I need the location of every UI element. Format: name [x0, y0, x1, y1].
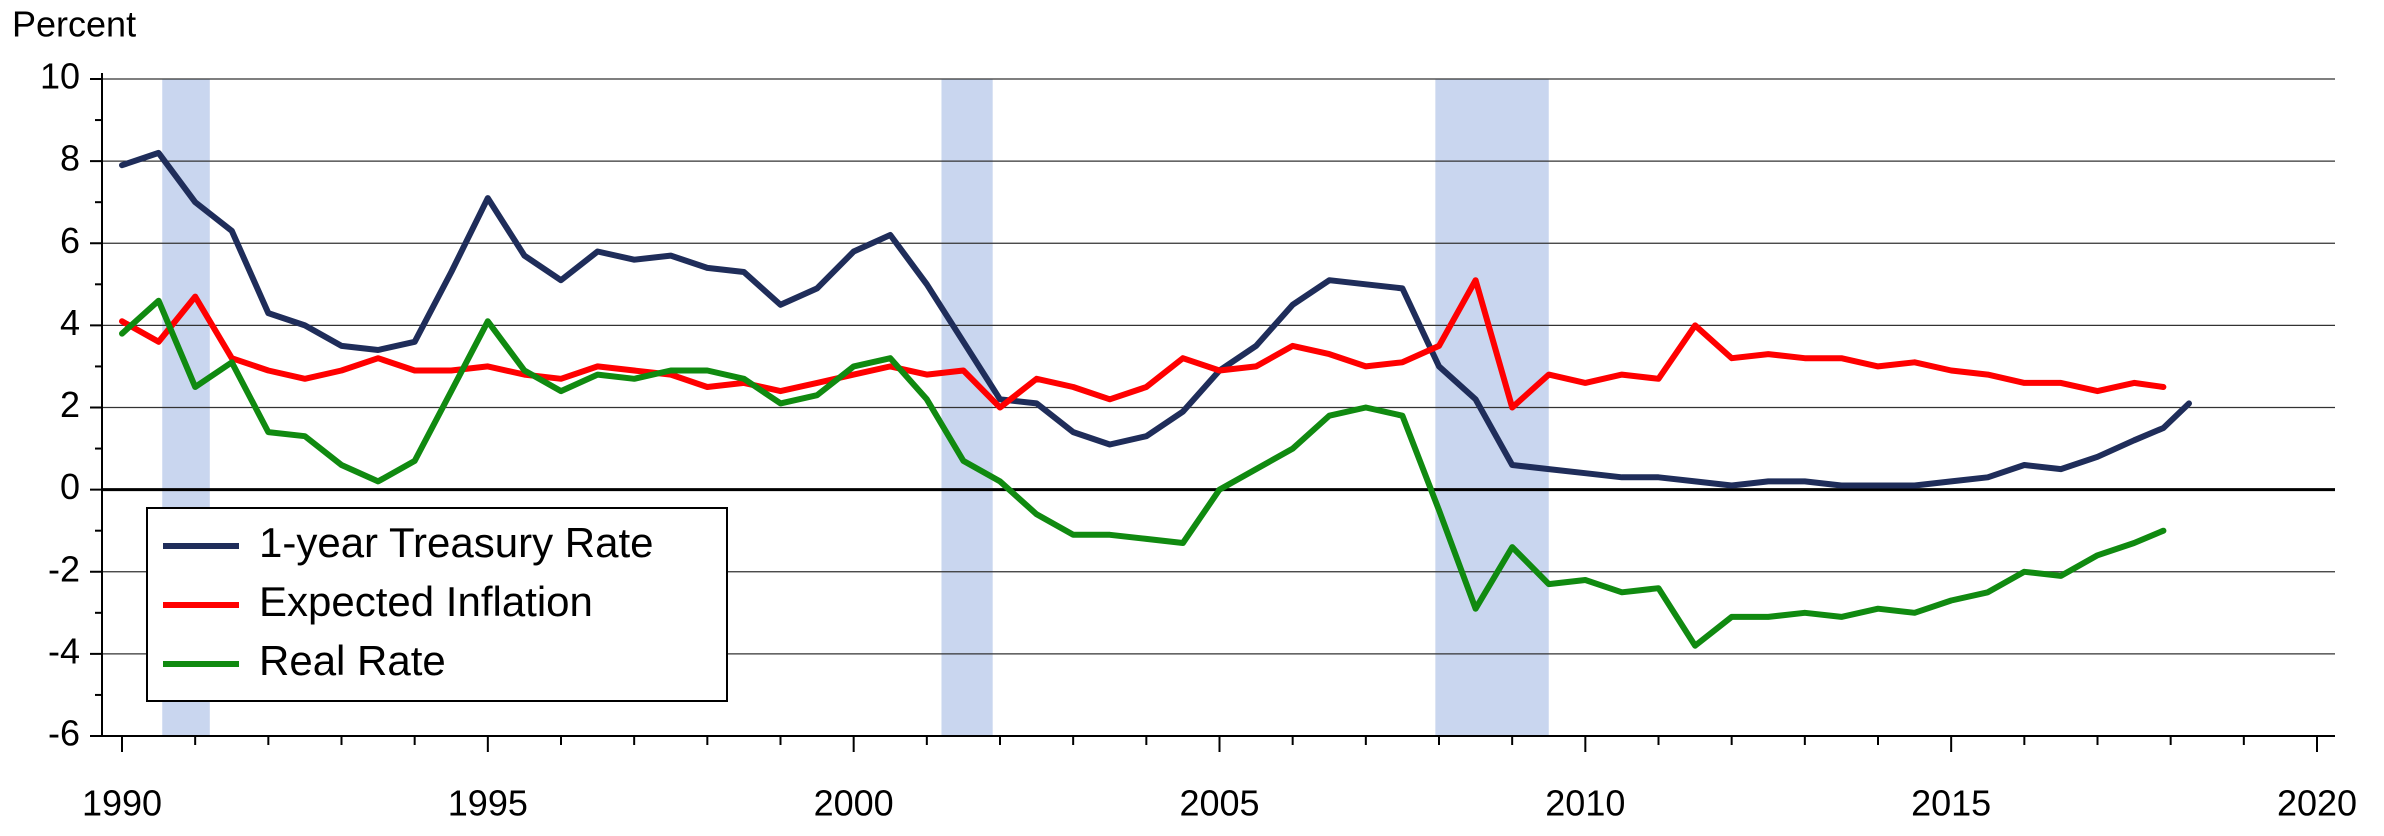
x-tick-label: 2000 [814, 783, 894, 824]
x-tick-label: 1995 [448, 783, 528, 824]
series-line [119, 149, 2192, 489]
series-line [119, 297, 2167, 649]
x-tick-label: 1990 [82, 783, 162, 824]
x-tick-label: 2005 [1179, 783, 1259, 824]
y-tick-label: 8 [60, 138, 80, 179]
x-tick-label: 2010 [1545, 783, 1625, 824]
x-tick-label: 2015 [1911, 783, 1991, 824]
y-tick-label: 10 [40, 56, 80, 97]
legend-label: Expected Inflation [259, 578, 593, 625]
legend-label: Real Rate [259, 637, 446, 684]
y-tick-label: 0 [60, 466, 80, 507]
y-tick-label: -6 [48, 713, 80, 754]
y-tick-label: 2 [60, 384, 80, 425]
y-axis-label: Percent [12, 4, 136, 45]
y-tick-label: -2 [48, 548, 80, 589]
y-tick-label: 4 [60, 302, 80, 343]
y-tick-label: -4 [48, 630, 80, 671]
x-tick-label: 2020 [2277, 783, 2357, 824]
legend-label: 1-year Treasury Rate [259, 519, 654, 566]
legend-box [146, 507, 728, 702]
series-line [119, 277, 2167, 411]
y-tick-label: 6 [60, 220, 80, 261]
